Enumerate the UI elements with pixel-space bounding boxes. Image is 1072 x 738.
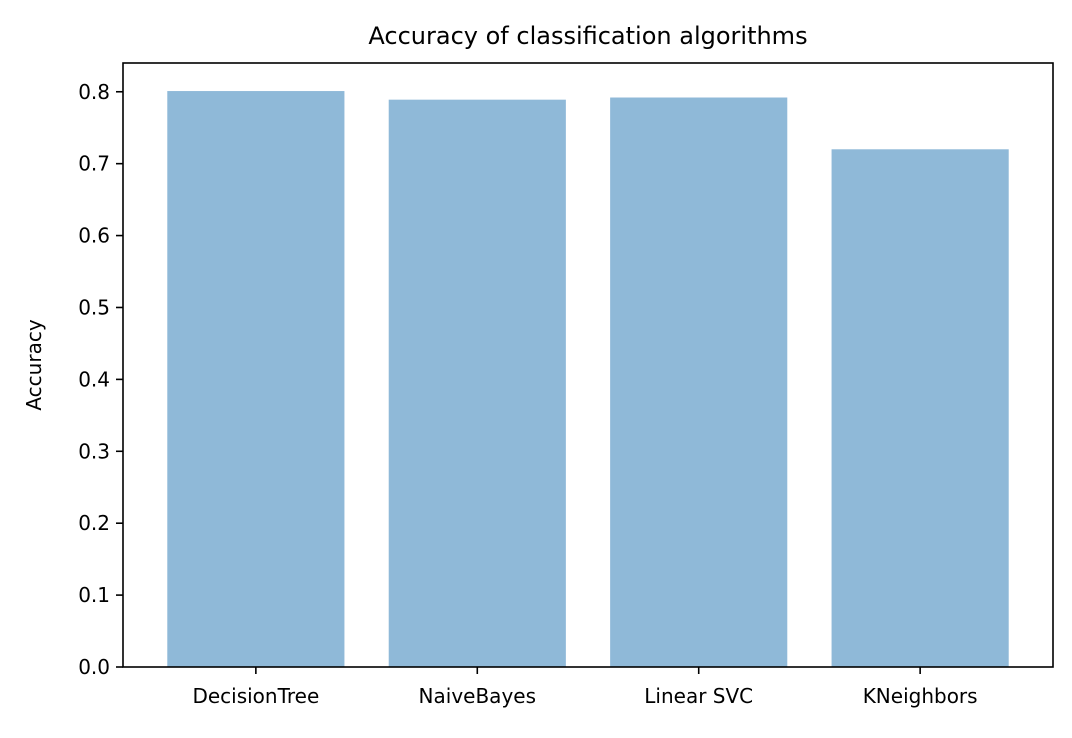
- bar-naivebayes: [388, 99, 566, 667]
- plot-frame: [122, 62, 1054, 668]
- y-tick-label: 0.5: [78, 295, 110, 319]
- bar-linear-svc: [610, 97, 788, 667]
- bars-group: [167, 91, 1009, 668]
- y-tick-label: 0.7: [78, 152, 110, 176]
- y-tick-label: 0.2: [78, 511, 110, 535]
- y-tick-label: 0.0: [78, 655, 110, 679]
- x-tick-label: Linear SVC: [644, 684, 753, 708]
- y-axis-title: Accuracy: [22, 319, 46, 410]
- chart-title: Accuracy of classification algorithms: [368, 22, 807, 50]
- y-tick-label: 0.4: [78, 367, 110, 391]
- y-tick-label: 0.6: [78, 224, 110, 248]
- y-tick-label: 0.3: [78, 439, 110, 463]
- x-tick-label: NaiveBayes: [419, 684, 536, 708]
- bar-decisiontree: [167, 91, 345, 668]
- y-tick-label: 0.1: [78, 583, 110, 607]
- x-axis-ticks: DecisionTree NaiveBayes Linear SVC KNeighbo…: [192, 667, 978, 708]
- x-tick-label: DecisionTree: [192, 684, 319, 708]
- y-tick-label: 0.8: [78, 80, 110, 104]
- bar-kneighbors: [831, 149, 1009, 668]
- x-tick-label: KNeighbors: [863, 684, 978, 708]
- y-axis-ticks: 0.0 0.1 0.2 0.3 0.4 0.5 0.6 0.7 0.8: [78, 80, 123, 679]
